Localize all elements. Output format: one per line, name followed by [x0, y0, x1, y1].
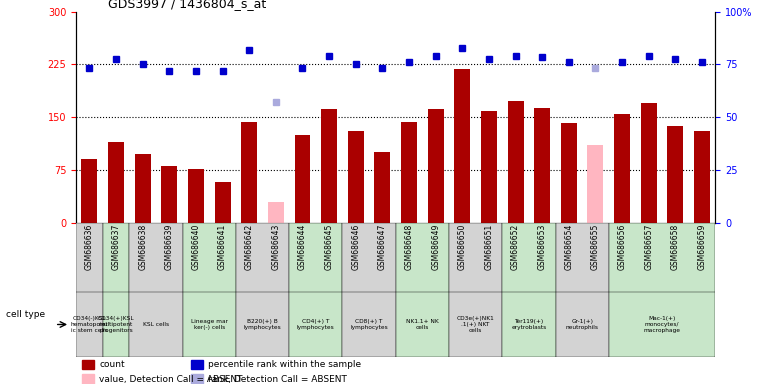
Bar: [556, 223, 609, 292]
Text: CD4(+) T
lymphocytes: CD4(+) T lymphocytes: [297, 319, 335, 330]
Bar: [502, 292, 556, 357]
Text: GSM686648: GSM686648: [405, 224, 413, 270]
Text: Mac-1(+)
monocytes/
macrophage: Mac-1(+) monocytes/ macrophage: [644, 316, 680, 333]
Bar: [81, 159, 97, 223]
Text: count: count: [99, 360, 125, 369]
Text: NK1.1+ NK
cells: NK1.1+ NK cells: [406, 319, 439, 330]
Text: GSM686642: GSM686642: [245, 224, 253, 270]
Bar: [135, 154, 151, 223]
Text: percentile rank within the sample: percentile rank within the sample: [208, 360, 361, 369]
Bar: [295, 135, 310, 223]
Bar: [76, 223, 103, 292]
Bar: [667, 126, 683, 223]
Bar: [481, 111, 497, 223]
Bar: [502, 223, 556, 292]
Bar: [556, 292, 609, 357]
Text: GSM686646: GSM686646: [352, 224, 360, 270]
Bar: [401, 122, 417, 223]
Text: CD34(-)KSL
hematopoiet
ic stem cells: CD34(-)KSL hematopoiet ic stem cells: [71, 316, 108, 333]
Text: GSM686659: GSM686659: [698, 224, 706, 270]
Text: GSM686647: GSM686647: [378, 224, 387, 270]
Bar: [82, 360, 94, 369]
Bar: [428, 109, 444, 223]
Text: CD3e(+)NK1
.1(+) NKT
cells: CD3e(+)NK1 .1(+) NKT cells: [457, 316, 495, 333]
Bar: [183, 292, 236, 357]
Bar: [561, 123, 577, 223]
Text: value, Detection Call = ABSENT: value, Detection Call = ABSENT: [99, 375, 243, 384]
Text: GSM686658: GSM686658: [671, 224, 680, 270]
Bar: [215, 182, 231, 223]
Bar: [321, 109, 337, 223]
Bar: [241, 122, 257, 223]
Text: Gr-1(+)
neutrophils: Gr-1(+) neutrophils: [565, 319, 599, 330]
Bar: [614, 114, 630, 223]
Text: GSM686655: GSM686655: [591, 224, 600, 270]
Bar: [587, 145, 603, 223]
Bar: [129, 292, 183, 357]
Text: GSM686649: GSM686649: [431, 224, 440, 270]
Bar: [161, 166, 177, 223]
Bar: [449, 292, 502, 357]
Text: GSM686654: GSM686654: [565, 224, 573, 270]
Text: B220(+) B
lymphocytes: B220(+) B lymphocytes: [244, 319, 282, 330]
Text: GSM686652: GSM686652: [511, 224, 520, 270]
Bar: [609, 292, 715, 357]
Bar: [396, 223, 449, 292]
Bar: [191, 360, 202, 369]
Text: GSM686657: GSM686657: [645, 224, 653, 270]
Bar: [82, 374, 94, 384]
Text: GSM686644: GSM686644: [298, 224, 307, 270]
Text: GSM686643: GSM686643: [272, 224, 280, 270]
Bar: [183, 223, 236, 292]
Text: Ter119(+)
erytroblasts: Ter119(+) erytroblasts: [511, 319, 546, 330]
Text: CD34(+)KSL
multipotent
progenitors: CD34(+)KSL multipotent progenitors: [97, 316, 135, 333]
Text: KSL cells: KSL cells: [143, 322, 169, 327]
Bar: [129, 223, 183, 292]
Bar: [103, 223, 129, 292]
Text: GSM686639: GSM686639: [165, 224, 174, 270]
Bar: [289, 223, 342, 292]
Text: GSM686650: GSM686650: [458, 224, 466, 270]
Text: GSM686656: GSM686656: [618, 224, 626, 270]
Bar: [641, 103, 657, 223]
Bar: [268, 202, 284, 223]
Bar: [454, 69, 470, 223]
Text: GSM686651: GSM686651: [485, 224, 493, 270]
Bar: [348, 131, 364, 223]
Bar: [374, 152, 390, 223]
Text: GSM686641: GSM686641: [218, 224, 227, 270]
Bar: [694, 131, 710, 223]
Bar: [76, 292, 103, 357]
Bar: [342, 223, 396, 292]
Bar: [236, 223, 289, 292]
Bar: [191, 374, 202, 384]
Bar: [289, 292, 342, 357]
Bar: [342, 292, 396, 357]
Text: GSM686653: GSM686653: [538, 224, 546, 270]
Text: GSM686637: GSM686637: [112, 224, 120, 270]
Text: GSM686645: GSM686645: [325, 224, 333, 270]
Bar: [508, 101, 524, 223]
Text: GSM686640: GSM686640: [192, 224, 200, 270]
Text: cell type: cell type: [6, 310, 45, 319]
Bar: [449, 223, 502, 292]
Bar: [188, 169, 204, 223]
Text: rank, Detection Call = ABSENT: rank, Detection Call = ABSENT: [208, 375, 347, 384]
Text: CD8(+) T
lymphocytes: CD8(+) T lymphocytes: [350, 319, 388, 330]
Text: GSM686636: GSM686636: [85, 224, 94, 270]
Text: Lineage mar
ker(-) cells: Lineage mar ker(-) cells: [191, 319, 228, 330]
Bar: [609, 223, 715, 292]
Bar: [108, 142, 124, 223]
Bar: [236, 292, 289, 357]
Text: GDS3997 / 1436804_s_at: GDS3997 / 1436804_s_at: [108, 0, 266, 10]
Bar: [534, 108, 550, 223]
Bar: [396, 292, 449, 357]
Bar: [103, 292, 129, 357]
Text: GSM686638: GSM686638: [139, 224, 147, 270]
